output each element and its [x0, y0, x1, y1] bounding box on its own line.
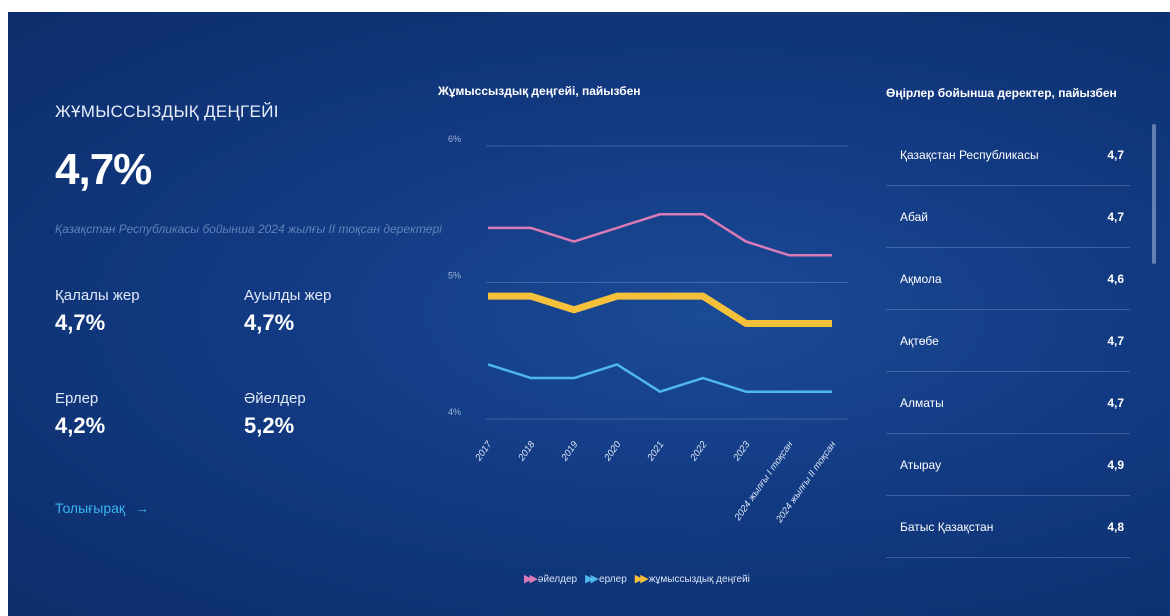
region-name: Ақтөбе — [900, 333, 939, 348]
kpi-value: 4,7% — [55, 145, 152, 194]
legend-marker-icon: ▶▶ — [524, 573, 538, 585]
more-link-label: Толығырақ — [55, 500, 126, 516]
region-list-scrollbar[interactable] — [1152, 124, 1156, 264]
region-row[interactable]: Ақтөбе 4,7 — [886, 310, 1130, 372]
region-value: 4,6 — [1107, 271, 1124, 286]
stat-label: Әйелдер — [244, 390, 306, 407]
x-tick-label: 2021 — [645, 439, 667, 463]
stat-men: Ерлер 4,2% — [55, 390, 215, 439]
regions-title: Өңірлер бойынша деректер, пайызбен — [886, 86, 1117, 100]
stat-label: Қалалы жер — [55, 287, 140, 304]
stat-label: Ерлер — [55, 390, 99, 407]
legend-label: ерлер — [599, 574, 627, 585]
kpi-subtitle: Қазақстан Республикасы бойынша 2024 жылғ… — [55, 222, 442, 236]
stat-value: 4,2% — [55, 413, 106, 438]
arrow-right-icon: → — [135, 500, 150, 516]
region-name: Алматы — [900, 395, 944, 410]
series-line — [488, 292, 832, 327]
stat-urban: Қалалы жер 4,7% — [55, 287, 215, 336]
region-value: 4,7 — [1107, 147, 1124, 162]
legend-label: әйелдер — [537, 574, 578, 585]
x-tick-label: 2019 — [559, 439, 581, 464]
region-name: Ақмола — [900, 271, 942, 286]
region-row[interactable]: Ақмола 4,6 — [886, 248, 1130, 310]
region-row[interactable]: Қазақстан Республикасы 4,7 — [886, 124, 1130, 186]
region-value: 4,7 — [1107, 333, 1124, 348]
more-link[interactable]: Толығырақ → — [55, 500, 149, 516]
x-tick-label: 2018 — [516, 439, 538, 464]
region-value: 4,8 — [1107, 519, 1124, 534]
stat-value: 5,2% — [244, 413, 295, 438]
stat-value: 4,7% — [244, 310, 295, 335]
region-name: Қазақстан Республикасы — [900, 147, 1039, 162]
y-tick-label: 4% — [448, 407, 461, 417]
chart-legend: ▶▶ әйелдер ▶▶ ерлер ▶▶ жұмыссыздық деңгейі — [524, 572, 758, 585]
x-tick-label: 2022 — [688, 439, 710, 464]
legend-label: жұмыссыздық деңгейі — [648, 574, 750, 585]
legend-item[interactable]: ▶▶ жұмыссыздық деңгейі — [635, 572, 750, 585]
x-tick-label: 2020 — [602, 439, 624, 464]
stat-label: Ауылды жер — [244, 287, 332, 304]
region-row[interactable]: Батыс Қазақстан 4,8 — [886, 496, 1130, 558]
region-value: 4,9 — [1107, 457, 1124, 472]
line-chart-panel: Жұмыссыздық деңгейі, пайызбен 6% 5% 4% 2017… — [428, 12, 868, 616]
region-name: Атырау — [900, 457, 942, 472]
region-row[interactable]: Абай 4,7 — [886, 186, 1130, 248]
legend-marker-icon: ▶▶ — [585, 573, 599, 585]
y-tick-label: 5% — [448, 271, 461, 281]
stat-value: 4,7% — [55, 310, 106, 335]
region-value: 4,7 — [1107, 209, 1124, 224]
region-name: Батыс Қазақстан — [900, 519, 994, 534]
legend-item[interactable]: ▶▶ ерлер — [585, 572, 627, 585]
stat-women: Әйелдер 5,2% — [244, 390, 404, 439]
series-line — [488, 213, 832, 257]
region-value: 4,7 — [1107, 395, 1124, 410]
stat-rural: Ауылды жер 4,7% — [244, 287, 404, 336]
regions-panel: Өңірлер бойынша деректер, пайызбен Қазақ… — [876, 12, 1166, 616]
chart-title: Жұмыссыздық деңгейі, пайызбен — [438, 84, 641, 98]
kpi-title: ЖҰМЫССЫЗДЫҚ ДЕҢГЕЙІ — [55, 102, 279, 121]
legend-marker-icon: ▶▶ — [634, 573, 649, 585]
region-row[interactable]: Алматы 4,7 — [886, 372, 1130, 434]
region-row[interactable]: Атырау 4,9 — [886, 434, 1130, 496]
unemployment-dashboard: ЖҰМЫССЫЗДЫҚ ДЕҢГЕЙІ 4,7% Қазақстан Респу… — [8, 12, 1170, 616]
y-tick-label: 6% — [448, 134, 461, 144]
legend-item[interactable]: ▶▶ әйелдер — [524, 572, 577, 585]
series-line — [487, 363, 832, 393]
region-name: Абай — [900, 209, 928, 224]
summary-panel: ЖҰМЫССЫЗДЫҚ ДЕҢГЕЙІ 4,7% Қазақстан Респу… — [55, 12, 442, 616]
x-tick-label: 2017 — [473, 439, 495, 464]
x-tick-label: 2023 — [731, 439, 753, 464]
